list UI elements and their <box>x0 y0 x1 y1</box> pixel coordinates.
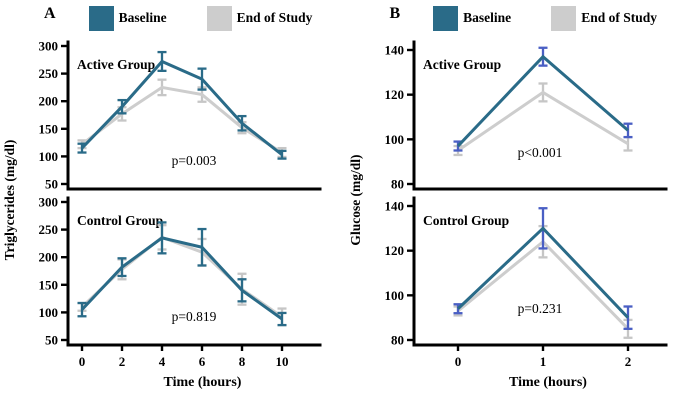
svg-text:100: 100 <box>39 149 59 164</box>
svg-text:0: 0 <box>454 354 461 369</box>
svg-text:140: 140 <box>384 43 404 58</box>
svg-text:80: 80 <box>391 333 404 348</box>
svg-text:50: 50 <box>45 177 58 192</box>
chart-triglycerides-control-group: 300 250 200 150 100 50 0 2 4 6 8 10 Control Group p=0… <box>39 195 322 369</box>
svg-text:Control Group: Control Group <box>423 213 509 228</box>
y-axis-label-triglycerides: Triglycerides (mg/dl) <box>2 139 17 261</box>
panel-letter-a: A <box>44 5 56 22</box>
panel-b-main: B Baseline End of Study 140 120 100 80 Activ… <box>366 0 691 400</box>
svg-text:10: 10 <box>276 354 289 369</box>
svg-text:120: 120 <box>384 87 404 102</box>
x-axis-label-panel-b: Time (hours) <box>509 375 587 390</box>
y-axis-label-col-a: Triglycerides (mg/dl) <box>0 0 20 400</box>
panel-a-header: A Baseline End of Study <box>20 0 355 38</box>
end-of-study-legend-label: End of Study <box>236 10 313 25</box>
panel-a-main: A Baseline End of Study 300 250 200 150 100 5… <box>20 0 355 400</box>
panel-b-header: B Baseline End of Study <box>366 0 691 38</box>
svg-text:p=0.003: p=0.003 <box>172 153 217 168</box>
svg-text:p=0.231: p=0.231 <box>517 301 562 316</box>
svg-text:Active Group: Active Group <box>77 57 155 72</box>
svg-text:150: 150 <box>39 277 59 292</box>
y-axis-label-col-b: Glucose (mg/dl) <box>346 0 366 400</box>
svg-text:2: 2 <box>624 354 631 369</box>
panel-a: Triglycerides (mg/dl) A Baseline End of … <box>0 0 322 400</box>
legend-panel-b: Baseline End of Study <box>433 5 657 31</box>
panel-letter-b: B <box>389 5 401 22</box>
svg-text:Control Group: Control Group <box>77 213 163 228</box>
svg-text:4: 4 <box>159 354 166 369</box>
chart-triglycerides-active-group: 300 250 200 150 100 50 Active Group p=0.003 <box>39 39 322 192</box>
svg-text:Active Group: Active Group <box>423 57 501 72</box>
svg-text:250: 250 <box>39 222 59 237</box>
svg-text:120: 120 <box>384 243 404 258</box>
svg-text:150: 150 <box>39 121 59 136</box>
svg-text:1: 1 <box>539 354 546 369</box>
end-of-study-legend-label: End of Study <box>581 10 657 25</box>
chart-glucose-active-group: 140 120 100 80 Active Group p<0.001 <box>384 40 667 192</box>
svg-text:300: 300 <box>39 39 59 54</box>
svg-text:100: 100 <box>384 132 404 147</box>
end-of-study-swatch-icon <box>206 5 232 31</box>
y-axis-label-glucose: Glucose (mg/dl) <box>347 154 363 246</box>
x-axis-label-panel-a: Time (hours) <box>163 375 242 390</box>
svg-text:80: 80 <box>391 177 404 192</box>
end-of-study-swatch-icon <box>551 5 577 31</box>
svg-text:2: 2 <box>119 354 126 369</box>
svg-text:200: 200 <box>39 94 59 109</box>
svg-text:100: 100 <box>39 305 59 320</box>
svg-text:50: 50 <box>45 333 58 348</box>
chart-glucose-control-group: 140 120 100 80 0 1 2 Control Group p=0.231 <box>384 196 667 369</box>
svg-text:100: 100 <box>384 288 404 303</box>
svg-text:p=0.819: p=0.819 <box>172 309 217 324</box>
svg-text:200: 200 <box>39 250 59 265</box>
baseline-swatch-icon <box>433 5 459 31</box>
svg-text:300: 300 <box>39 195 59 210</box>
svg-text:6: 6 <box>199 354 206 369</box>
svg-text:8: 8 <box>239 354 246 369</box>
svg-text:p<0.001: p<0.001 <box>517 145 562 160</box>
svg-text:140: 140 <box>384 199 404 214</box>
panel-b: Glucose (mg/dl) B Baseline End of Study … <box>346 0 691 400</box>
baseline-swatch-icon <box>88 5 114 31</box>
svg-text:250: 250 <box>39 66 59 81</box>
legend-panel-a: Baseline End of Study <box>88 5 313 31</box>
svg-text:0: 0 <box>79 354 86 369</box>
baseline-legend-label: Baseline <box>118 10 167 25</box>
baseline-legend-label: Baseline <box>463 10 512 25</box>
